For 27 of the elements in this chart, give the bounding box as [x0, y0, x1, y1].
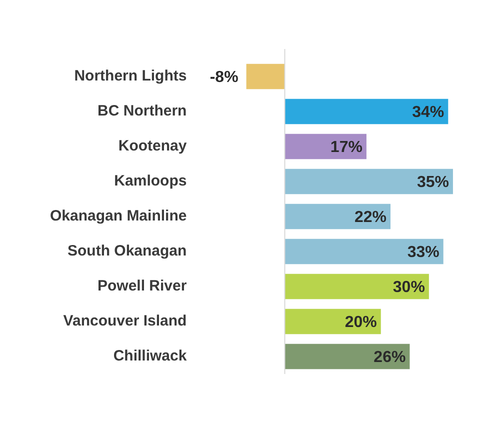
bar: [284, 274, 429, 300]
bar: [284, 308, 381, 334]
data-label: 17%: [330, 138, 362, 156]
y-tick-label: Okanagan Mainline: [50, 208, 187, 225]
data-label: -8%: [210, 68, 238, 86]
y-tick-label: South Okanagan: [68, 242, 187, 260]
y-tick-label: Chilliwack: [113, 348, 188, 365]
data-label: 35%: [416, 174, 449, 191]
data-label: 26%: [374, 348, 406, 366]
bar: [284, 344, 410, 370]
bar: [284, 204, 390, 230]
bar: [284, 168, 453, 194]
data-label: 34%: [412, 104, 444, 121]
data-label: 30%: [392, 278, 425, 296]
y-tick-label: Vancouver Island: [63, 312, 187, 330]
y-tick-label: Kamloops: [114, 172, 187, 190]
bar: [246, 64, 285, 90]
y-tick-label: Powell River: [97, 278, 187, 295]
data-label: 22%: [354, 208, 386, 226]
data-label: 20%: [344, 314, 377, 331]
y-tick-label: BC Northern: [98, 102, 187, 120]
y-tick-label: Kootenay: [118, 138, 188, 155]
bar: [284, 134, 366, 160]
data-label: 33%: [407, 244, 440, 261]
bar: [284, 238, 444, 264]
bar: [284, 98, 448, 124]
y-tick-label: Northern Lights: [74, 68, 187, 85]
